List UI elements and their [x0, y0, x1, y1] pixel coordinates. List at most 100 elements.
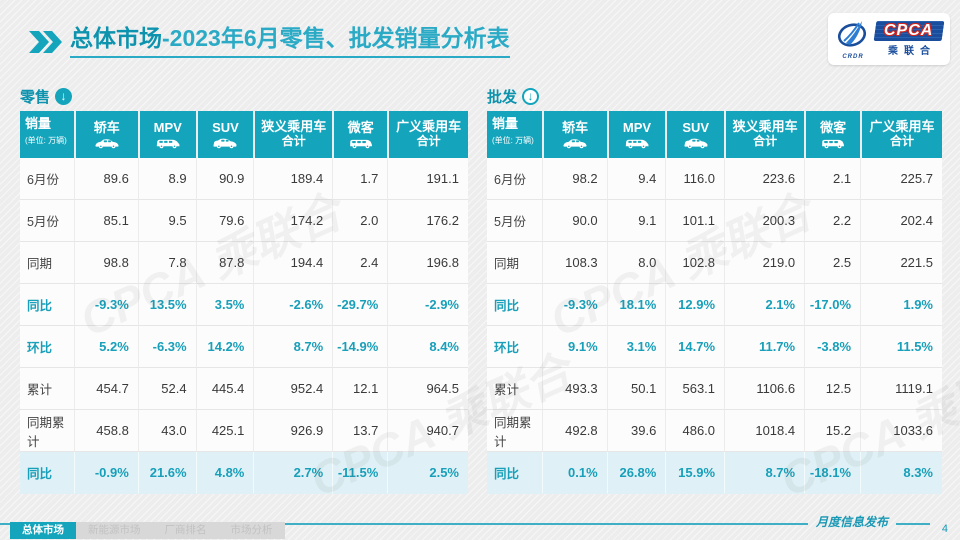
table-row: 同比 -0.9% 21.6% 4.8% 2.7% -11.5% 2.5% — [20, 452, 468, 494]
wholesale-table: 销量 (单位: 万辆) 轿车 MPV SUV 狭义乘用车 合计 微客 广义乘用车 合计 6月份 98.… — [487, 111, 942, 494]
column-header: 轿车 — [541, 111, 607, 158]
footer-tab-市场分析[interactable]: 市场分析 — [218, 522, 285, 539]
cell: 458.8 — [73, 410, 138, 452]
column-header: 微客 — [332, 111, 388, 158]
table-row: 6月份 89.6 8.9 90.9 189.4 1.7 191.1 — [20, 158, 468, 200]
cell: 1.9% — [860, 284, 942, 326]
cell: 8.7% — [253, 326, 333, 368]
page-title: 总体市场-2023年6月零售、批发销量分析表 — [70, 24, 510, 58]
row-label: 同比 — [20, 452, 74, 494]
cell: -29.7% — [332, 284, 388, 326]
cell: 7.8 — [137, 242, 196, 284]
cpca-logo: CRDR CPCA 乘联合 — [828, 13, 950, 65]
table-row: 同期累计 458.8 43.0 425.1 926.9 13.7 940.7 — [20, 410, 468, 452]
cell: 563.1 — [665, 368, 725, 410]
cell: 223.6 — [724, 158, 805, 200]
cell: 102.8 — [665, 242, 725, 284]
column-header: 微客 — [804, 111, 861, 158]
table-row: 5月份 90.0 9.1 101.1 200.3 2.2 202.4 — [487, 200, 942, 242]
cell: 12.9% — [665, 284, 725, 326]
cell: 202.4 — [860, 200, 942, 242]
table-row: 累计 493.3 50.1 563.1 1106.6 12.5 1119.1 — [487, 368, 942, 410]
cell: -17.0% — [804, 284, 861, 326]
cell: -3.8% — [804, 326, 861, 368]
table-row: 同比 -9.3% 13.5% 3.5% -2.6% -29.7% -2.9% — [20, 284, 468, 326]
cell: 9.1% — [541, 326, 607, 368]
header-row: 销量 (单位: 万辆) 轿车 MPV SUV 狭义乘用车 合计 微客 广义乘用车 合计 — [487, 111, 942, 158]
cell: 2.2 — [804, 200, 861, 242]
cell: 5.2% — [73, 326, 138, 368]
cell: 15.9% — [665, 452, 725, 494]
column-header: 狭义乘用车 合计 — [724, 111, 805, 158]
wholesale-section-header: 批发 ↓ — [487, 84, 942, 108]
retail-table: 销量 (单位: 万辆) 轿车 MPV SUV 狭义乘用车 合计 微客 广义乘用车 合计 6月份 89.… — [20, 111, 468, 494]
header-row: 销量 (单位: 万辆) 轿车 MPV SUV 狭义乘用车 合计 微客 广义乘用车 合计 — [20, 111, 468, 158]
row-label: 5月份 — [20, 200, 74, 242]
cpca-swoosh-icon — [837, 20, 867, 47]
column-header: 广义乘用车 合计 — [387, 111, 468, 158]
download-circle-icon: ↓ — [55, 87, 73, 105]
table-row: 同期 98.8 7.8 87.8 194.4 2.4 196.8 — [20, 242, 468, 284]
retail-section: 零售 ↓ 销量 (单位: 万辆) 轿车 MPV SUV 狭义乘用车 合计 微客 广义乘用车 合计 6… — [20, 84, 468, 494]
footer-tab-厂商排名[interactable]: 厂商排名 — [152, 522, 219, 539]
cell: 89.6 — [73, 158, 138, 200]
footer-tab-新能源市场[interactable]: 新能源市场 — [76, 522, 153, 539]
cell: 9.4 — [606, 158, 666, 200]
row-label: 同比 — [487, 284, 542, 326]
cell: -0.9% — [73, 452, 138, 494]
cell: 2.7% — [253, 452, 333, 494]
cell: 200.3 — [724, 200, 805, 242]
cell: 12.5 — [804, 368, 861, 410]
cell: 8.0 — [606, 242, 666, 284]
sedan-icon — [544, 136, 607, 149]
cell: 0.1% — [541, 452, 607, 494]
table-row: 同比 -9.3% 18.1% 12.9% 2.1% -17.0% 1.9% — [487, 284, 942, 326]
cell: 445.4 — [195, 368, 254, 410]
cell: 12.1 — [332, 368, 388, 410]
cpca-org-name: 乘联合 — [888, 46, 936, 57]
column-header: MPV — [606, 111, 666, 158]
cell: 1018.4 — [724, 410, 805, 452]
page-title-market: 总体市场 — [70, 25, 162, 51]
cell: 189.4 — [253, 158, 333, 200]
column-header: 销量 (单位: 万辆) — [487, 111, 542, 158]
cell: 14.7% — [665, 326, 725, 368]
mpv-icon — [609, 136, 666, 149]
cell: 225.7 — [860, 158, 942, 200]
cell: 90.0 — [541, 200, 607, 242]
cell: 18.1% — [606, 284, 666, 326]
cell: 940.7 — [387, 410, 468, 452]
publication-label: 月度信息发布 — [815, 515, 888, 529]
cell: 43.0 — [137, 410, 196, 452]
cell: 8.4% — [387, 326, 468, 368]
cell: 952.4 — [253, 368, 333, 410]
retail-section-title: 零售 — [20, 88, 51, 106]
footer-tab-总体市场[interactable]: 总体市场 — [10, 522, 76, 539]
cell: -11.5% — [332, 452, 388, 494]
retail-section-header: 零售 ↓ — [20, 84, 468, 108]
cell: 493.3 — [541, 368, 607, 410]
cell: 13.7 — [332, 410, 388, 452]
cell: 191.1 — [387, 158, 468, 200]
cell: 454.7 — [73, 368, 138, 410]
cell: 174.2 — [253, 200, 333, 242]
mpv-icon — [140, 136, 196, 149]
cell: 2.4 — [332, 242, 388, 284]
suv-icon — [198, 136, 254, 149]
footer-tab-bar: 总体市场 新能源市场 厂商排名 市场分析 — [10, 522, 285, 539]
cell: 2.5 — [804, 242, 861, 284]
cell: 8.3% — [860, 452, 942, 494]
cell: 52.4 — [137, 368, 196, 410]
cell: 26.8% — [606, 452, 666, 494]
cell: 2.0 — [332, 200, 388, 242]
cell: 8.9 — [137, 158, 196, 200]
cell: 4.8% — [195, 452, 254, 494]
cell: 21.6% — [137, 452, 196, 494]
row-label: 同期累计 — [487, 410, 542, 452]
cpca-wordmark: CPCA 乘联合 — [873, 21, 945, 57]
row-label: 5月份 — [487, 200, 542, 242]
suv-icon — [667, 136, 724, 149]
column-header: 销量 (单位: 万辆) — [20, 111, 74, 158]
row-label: 环比 — [487, 326, 542, 368]
cell: 13.5% — [137, 284, 196, 326]
